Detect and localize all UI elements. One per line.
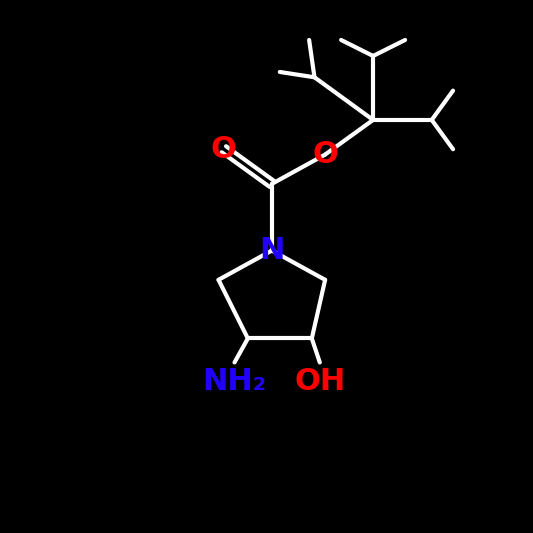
- Text: O: O: [312, 140, 338, 169]
- Text: N: N: [259, 236, 285, 265]
- Text: O: O: [211, 135, 237, 164]
- Text: OH: OH: [294, 367, 345, 395]
- Text: NH₂: NH₂: [203, 367, 266, 395]
